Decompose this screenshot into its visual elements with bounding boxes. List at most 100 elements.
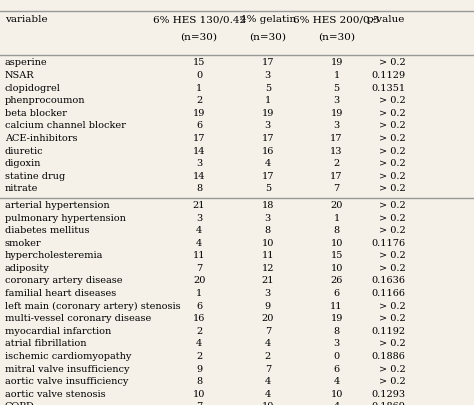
Text: 1: 1 — [264, 96, 271, 105]
Text: 5: 5 — [265, 83, 271, 92]
Text: 10: 10 — [262, 238, 274, 247]
Text: clopidogrel: clopidogrel — [5, 83, 61, 92]
Text: COPD: COPD — [5, 401, 35, 405]
Text: 1: 1 — [333, 213, 340, 222]
Text: 2: 2 — [196, 351, 202, 360]
Text: 4: 4 — [264, 389, 271, 398]
Text: > 0.2: > 0.2 — [379, 376, 405, 385]
Text: > 0.2: > 0.2 — [379, 146, 405, 155]
Text: 7: 7 — [264, 364, 271, 373]
Text: 12: 12 — [262, 263, 274, 272]
Text: 11: 11 — [262, 251, 274, 260]
Text: mitral valve insufficiency: mitral valve insufficiency — [5, 364, 129, 373]
Text: familial heart diseases: familial heart diseases — [5, 288, 116, 297]
Text: 8: 8 — [196, 184, 202, 193]
Text: 5: 5 — [334, 83, 339, 92]
Text: digoxin: digoxin — [5, 159, 41, 168]
Text: 17: 17 — [330, 171, 343, 180]
Text: > 0.2: > 0.2 — [379, 251, 405, 260]
Text: 3: 3 — [264, 213, 271, 222]
Text: asperine: asperine — [5, 58, 47, 67]
Text: 3: 3 — [333, 339, 340, 347]
Text: 3: 3 — [196, 213, 202, 222]
Text: 6: 6 — [334, 288, 339, 297]
Text: 4: 4 — [264, 339, 271, 347]
Text: 3: 3 — [196, 159, 202, 168]
Text: 14: 14 — [193, 146, 205, 155]
Text: 7: 7 — [264, 326, 271, 335]
Text: 19: 19 — [330, 313, 343, 322]
Text: pulmonary hypertension: pulmonary hypertension — [5, 213, 126, 222]
Text: 0.1166: 0.1166 — [371, 288, 405, 297]
Text: 0.1351: 0.1351 — [371, 83, 405, 92]
Text: 20: 20 — [262, 313, 274, 322]
Text: 0.1176: 0.1176 — [371, 238, 405, 247]
Text: (n=30): (n=30) — [181, 32, 218, 41]
Text: 10: 10 — [262, 401, 274, 405]
Text: 0: 0 — [334, 351, 339, 360]
Text: 0.1293: 0.1293 — [371, 389, 405, 398]
Text: 6: 6 — [196, 301, 202, 310]
Text: 6: 6 — [196, 121, 202, 130]
Text: 16: 16 — [193, 313, 205, 322]
Text: 3: 3 — [264, 121, 271, 130]
Text: 9: 9 — [196, 364, 202, 373]
Text: > 0.2: > 0.2 — [379, 109, 405, 117]
Text: (n=30): (n=30) — [249, 32, 286, 41]
Text: 18: 18 — [262, 200, 274, 209]
Text: 11: 11 — [330, 301, 343, 310]
Text: 3: 3 — [264, 288, 271, 297]
Text: 17: 17 — [193, 134, 205, 143]
Text: 10: 10 — [330, 238, 343, 247]
Text: > 0.2: > 0.2 — [379, 213, 405, 222]
Text: 8: 8 — [334, 326, 339, 335]
Text: 4% gelatin: 4% gelatin — [240, 15, 296, 24]
Text: > 0.2: > 0.2 — [379, 159, 405, 168]
Text: 20: 20 — [193, 276, 205, 285]
Text: 0.1129: 0.1129 — [371, 71, 405, 80]
Text: 4: 4 — [196, 339, 202, 347]
Text: > 0.2: > 0.2 — [379, 171, 405, 180]
Text: nitrate: nitrate — [5, 184, 38, 193]
Text: 19: 19 — [193, 109, 205, 117]
Text: 0: 0 — [196, 71, 202, 80]
Text: 17: 17 — [262, 134, 274, 143]
Text: 2: 2 — [264, 351, 271, 360]
Text: smoker: smoker — [5, 238, 41, 247]
Text: 8: 8 — [196, 376, 202, 385]
Text: 14: 14 — [193, 171, 205, 180]
Text: aortic valve stenosis: aortic valve stenosis — [5, 389, 105, 398]
Text: 6% HES 130/0.42: 6% HES 130/0.42 — [153, 15, 246, 24]
Text: 4: 4 — [333, 376, 340, 385]
Text: > 0.2: > 0.2 — [379, 313, 405, 322]
Text: 0.1636: 0.1636 — [371, 276, 405, 285]
Text: diabetes mellitus: diabetes mellitus — [5, 226, 89, 234]
Text: ACE-inhibitors: ACE-inhibitors — [5, 134, 77, 143]
Text: > 0.2: > 0.2 — [379, 200, 405, 209]
Text: > 0.2: > 0.2 — [379, 58, 405, 67]
Text: 10: 10 — [330, 389, 343, 398]
Text: diuretic: diuretic — [5, 146, 43, 155]
Text: 7: 7 — [196, 401, 202, 405]
Text: phenprocoumon: phenprocoumon — [5, 96, 85, 105]
Text: > 0.2: > 0.2 — [379, 301, 405, 310]
Text: 19: 19 — [262, 109, 274, 117]
Text: 10: 10 — [330, 263, 343, 272]
Text: multi-vessel coronary disease: multi-vessel coronary disease — [5, 313, 151, 322]
Text: 21: 21 — [193, 200, 205, 209]
Text: statine drug: statine drug — [5, 171, 65, 180]
Text: variable: variable — [5, 15, 47, 24]
Text: 1: 1 — [196, 83, 202, 92]
Text: 19: 19 — [330, 58, 343, 67]
Text: > 0.2: > 0.2 — [379, 263, 405, 272]
Text: 3: 3 — [264, 71, 271, 80]
Text: 4: 4 — [264, 376, 271, 385]
Text: > 0.2: > 0.2 — [379, 96, 405, 105]
Text: > 0.2: > 0.2 — [379, 121, 405, 130]
Text: 11: 11 — [193, 251, 205, 260]
Text: 8: 8 — [265, 226, 271, 234]
Text: > 0.2: > 0.2 — [379, 226, 405, 234]
Text: hypercholesteremia: hypercholesteremia — [5, 251, 103, 260]
Text: aortic valve insufficiency: aortic valve insufficiency — [5, 376, 128, 385]
Text: > 0.2: > 0.2 — [379, 184, 405, 193]
